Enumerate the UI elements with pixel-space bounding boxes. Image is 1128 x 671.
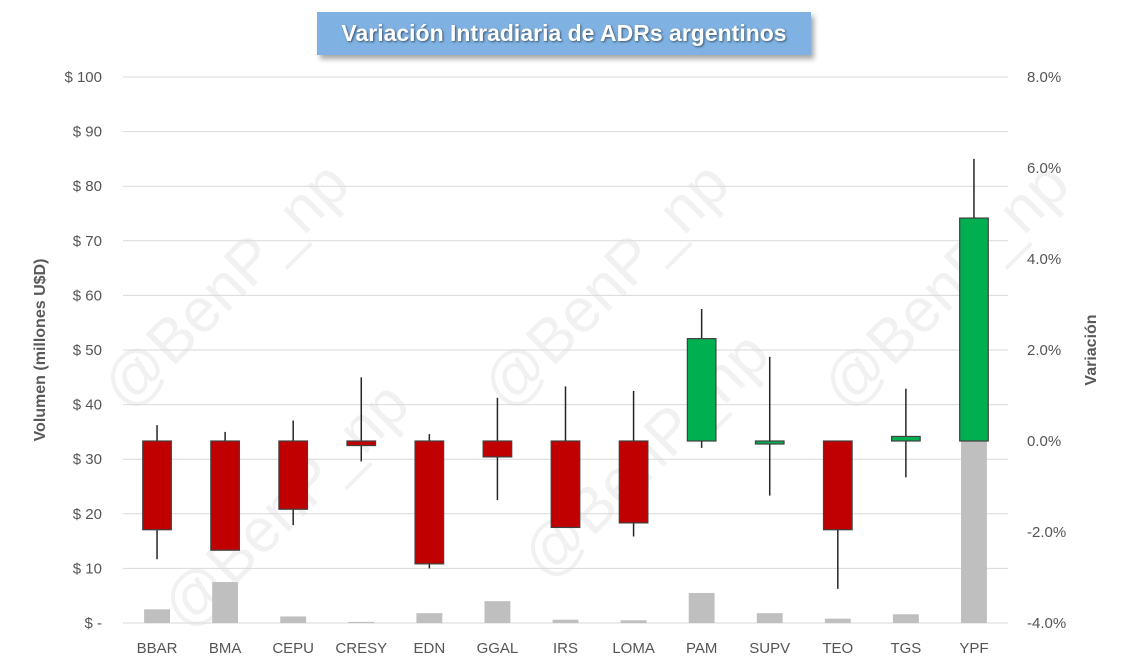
candle-ypf — [959, 217, 989, 442]
left-tick-label: $ 70 — [73, 233, 102, 250]
left-axis-title: Volumen (millones U$D) — [32, 259, 49, 442]
volume-bar-bma — [212, 582, 239, 623]
candle-supv — [754, 440, 785, 445]
x-tick-label: LOMA — [612, 640, 655, 657]
volume-bar-cepu — [280, 616, 307, 623]
left-tick-label: $ 60 — [73, 287, 102, 304]
left-tick-label: $ - — [84, 615, 102, 632]
right-axis-ticks: -4.0% -2.0% 0.0% 2.0% 4.0% 6.0% 8.0% — [1027, 69, 1066, 632]
candle-tgs — [890, 435, 921, 442]
x-tick-label: IRS — [553, 640, 578, 657]
right-tick-label: 0.0% — [1027, 433, 1061, 450]
candles — [142, 158, 989, 589]
right-tick-label: -2.0% — [1027, 524, 1066, 541]
right-tick-label: -4.0% — [1027, 615, 1066, 632]
left-tick-label: $ 20 — [73, 506, 102, 523]
volume-bar-tgs — [892, 614, 919, 623]
candle-bma — [210, 440, 241, 551]
volume-bar-loma — [620, 620, 647, 623]
x-tick-label: BMA — [209, 640, 242, 657]
x-tick-label: CEPU — [272, 640, 314, 657]
x-tick-label: YPF — [959, 640, 988, 657]
x-tick-label: EDN — [414, 640, 446, 657]
left-tick-label: $ 30 — [73, 451, 102, 468]
left-axis-ticks: $ - $ 10 $ 20 $ 30 $ 40 $ 50 $ 60 $ 70 $ 80 $ 90 $… — [64, 69, 102, 632]
right-axis-title: Variación — [1083, 314, 1100, 385]
volume-bar-ggal — [484, 601, 511, 623]
x-tick-label: TEO — [822, 640, 853, 657]
volume-bar-ypf — [961, 440, 987, 623]
x-tick-label: SUPV — [749, 640, 790, 657]
candle-pam — [686, 338, 717, 442]
chart-title-box: Variación Intradiaria de ADRs argentinos — [317, 12, 811, 55]
volume-bar-edn — [416, 613, 443, 623]
chart-title: Variación Intradiaria de ADRs argentinos — [341, 20, 787, 46]
candle-bbar — [142, 440, 172, 531]
x-tick-label: BBAR — [137, 640, 178, 657]
candle-cresy — [346, 440, 377, 447]
right-tick-label: 4.0% — [1027, 251, 1061, 268]
left-tick-label: $ 50 — [73, 342, 102, 359]
left-tick-label: $ 90 — [73, 124, 102, 141]
left-tick-label: $ 80 — [73, 178, 102, 195]
volume-bar-supv — [756, 613, 783, 623]
left-tick-label: $ 10 — [73, 560, 102, 577]
volume-bars — [144, 440, 987, 623]
candle-edn — [414, 440, 445, 565]
candle-ggal — [482, 440, 513, 458]
x-tick-label: PAM — [686, 640, 717, 657]
watermark-text: @BenP_np — [809, 149, 1083, 423]
candle-teo — [822, 440, 853, 531]
volume-bar-cresy — [348, 621, 375, 623]
candle-cepu — [278, 440, 309, 510]
volume-bar-pam — [688, 592, 715, 623]
candle-irs — [550, 440, 581, 529]
x-tick-label: CRESY — [335, 640, 387, 657]
right-tick-label: 6.0% — [1027, 160, 1061, 177]
volume-bar-irs — [552, 619, 579, 623]
left-tick-label: $ 100 — [64, 69, 102, 86]
volume-bar-teo — [824, 618, 851, 623]
left-tick-label: $ 40 — [73, 397, 102, 414]
candle-loma — [618, 440, 649, 524]
x-tick-label: TGS — [890, 640, 921, 657]
x-axis-ticks: BBAR BMA CEPU CRESY EDN GGAL IRS LOMA PAM SUPV TEO… — [137, 640, 989, 657]
right-tick-label: 8.0% — [1027, 69, 1061, 86]
right-tick-label: 2.0% — [1027, 342, 1061, 359]
watermark-text: @BenP_np — [89, 149, 363, 423]
volume-bar-bbar — [144, 609, 170, 623]
x-tick-label: GGAL — [477, 640, 519, 657]
